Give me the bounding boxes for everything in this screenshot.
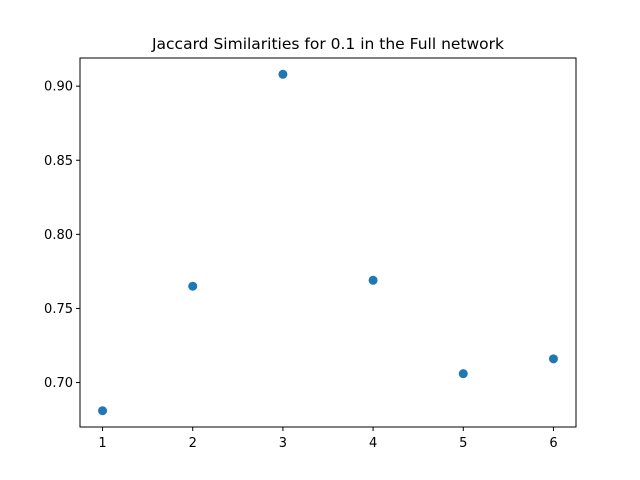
y-tick-label: 0.90	[44, 80, 73, 95]
x-tick-label: 4	[369, 436, 377, 451]
data-point	[548, 354, 558, 364]
y-tick-label: 0.75	[44, 302, 73, 317]
x-tick-label: 1	[98, 436, 106, 451]
plot-frame	[79, 57, 577, 428]
data-point	[458, 369, 468, 379]
data-point	[368, 275, 378, 285]
chart-title: Jaccard Similarities for 0.1 in the Full…	[151, 35, 504, 53]
x-tick-label: 3	[279, 436, 287, 451]
x-tick-label: 2	[189, 436, 197, 451]
x-tick-label: 5	[459, 436, 467, 451]
data-point	[188, 281, 198, 291]
y-axis: 0.70 0.75 0.80 0.85 0.90	[44, 80, 80, 391]
y-tick-label: 0.70	[44, 376, 73, 391]
x-axis: 1 2 3 4 5 6	[98, 427, 558, 451]
y-tick-label: 0.80	[44, 228, 73, 243]
data-point	[278, 69, 288, 79]
data-point	[98, 406, 108, 416]
x-tick-label: 6	[549, 436, 557, 451]
data-points	[98, 69, 558, 416]
y-tick-label: 0.85	[44, 154, 73, 169]
